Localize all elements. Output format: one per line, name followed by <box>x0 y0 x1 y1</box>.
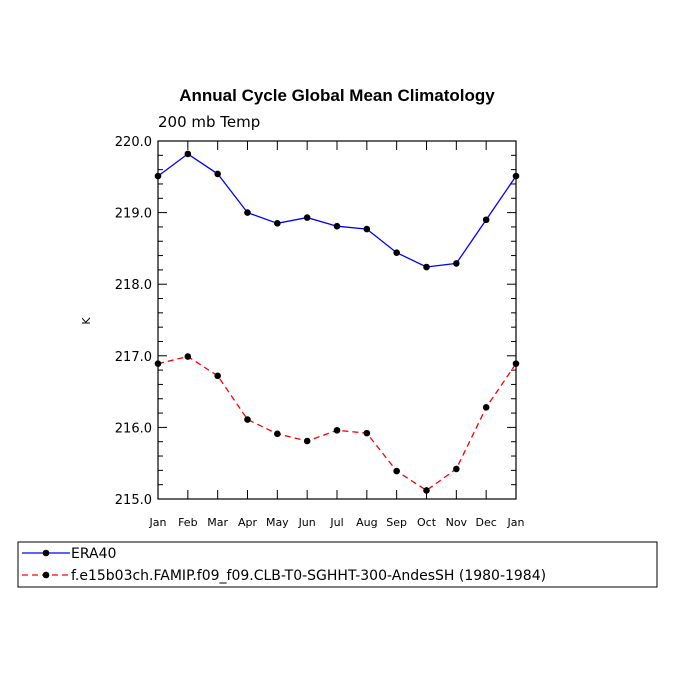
data-point <box>244 416 251 423</box>
legend-marker <box>42 549 50 557</box>
data-point <box>274 220 281 227</box>
y-axis-label: K <box>80 317 93 325</box>
series-line-2 <box>157 355 517 492</box>
data-point <box>482 216 490 224</box>
x-tick-label: Aug <box>356 516 377 529</box>
chart-subtitle: 200 mb Temp <box>158 113 260 131</box>
data-point <box>333 222 341 230</box>
legend-marker <box>42 571 50 579</box>
legend-label-2: f.e15b03ch.FAMIP.f09_f09.CLB-T0-SGHHT-30… <box>71 568 546 584</box>
x-tick-label: Mar <box>207 516 228 529</box>
x-tick-label: Jul <box>329 516 343 529</box>
x-tick-label: Nov <box>446 516 468 529</box>
data-point <box>274 430 281 438</box>
x-tick-label: May <box>266 516 289 529</box>
data-point <box>453 465 460 473</box>
chart-title: Annual Cycle Global Mean Climatology <box>179 86 495 105</box>
x-tick-label: Jun <box>298 516 316 529</box>
data-point <box>214 170 221 178</box>
y-tick-label: 216.0 <box>115 421 152 436</box>
data-point <box>482 404 490 411</box>
data-point <box>453 260 460 267</box>
data-point <box>363 429 371 437</box>
y-tick-label: 217.0 <box>115 350 152 365</box>
x-tick-label: Feb <box>178 516 197 529</box>
data-point <box>363 225 371 233</box>
x-tick-label: Apr <box>238 516 258 529</box>
data-point <box>333 426 341 434</box>
y-tick-label: 218.0 <box>115 278 152 293</box>
legend: ERA40 f.e15b03ch.FAMIP.f09_f09.CLB-T0-SGH… <box>22 546 546 584</box>
data-point <box>303 437 311 445</box>
y-tick-label: 220.0 <box>115 135 152 150</box>
data-point <box>303 214 311 221</box>
plot-frame <box>157 140 517 500</box>
series-layer <box>154 150 520 494</box>
y-tick-labels: 215.0 216.0 217.0 218.0 219.0 220.0 <box>115 135 152 508</box>
x-tick-label: Jan <box>507 516 525 529</box>
data-point <box>214 372 221 380</box>
data-point <box>184 353 192 360</box>
series-line-1 <box>157 153 517 268</box>
data-point <box>393 467 400 475</box>
data-point <box>244 209 251 216</box>
y-tick-label: 215.0 <box>115 493 152 508</box>
x-tick-labels: Jan Feb Mar Apr May Jun Jul Aug Sep Oct Nov Dec Jan <box>149 516 525 529</box>
x-tick-label: Sep <box>386 516 407 529</box>
data-point <box>423 487 430 494</box>
x-tick-label: Dec <box>476 516 497 529</box>
y-tick-label: 219.0 <box>115 207 152 222</box>
legend-box <box>17 541 658 588</box>
legend-label-1: ERA40 <box>71 546 116 562</box>
x-tick-label: Jan <box>149 516 167 529</box>
data-point <box>423 263 430 271</box>
data-point <box>184 150 192 158</box>
x-tick-label: Oct <box>417 516 437 529</box>
axis-ticks <box>157 140 517 500</box>
data-point <box>393 249 400 256</box>
